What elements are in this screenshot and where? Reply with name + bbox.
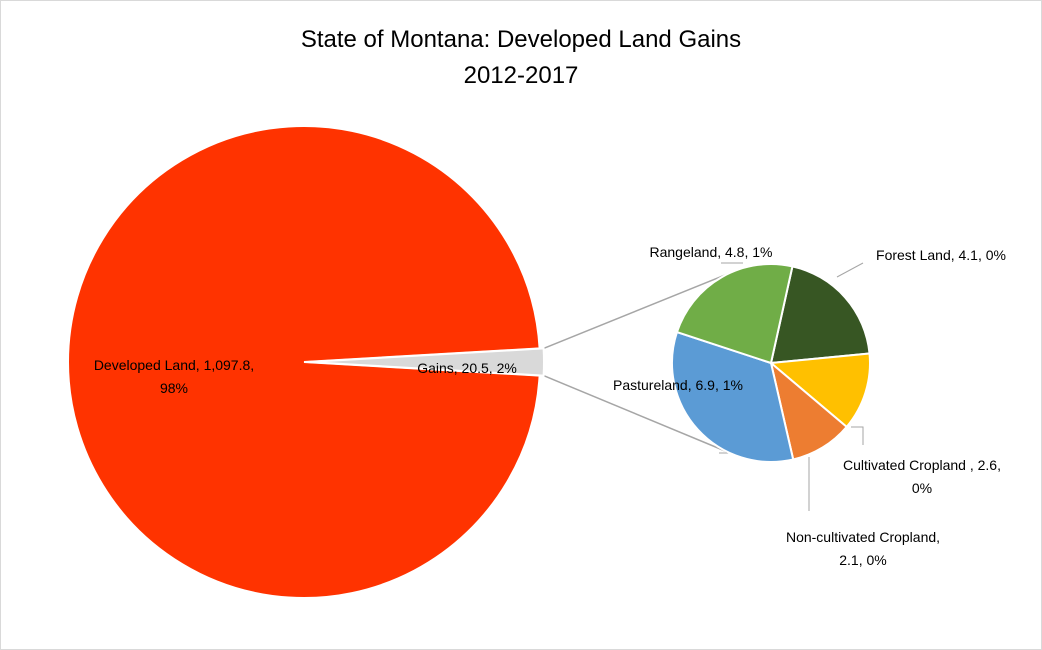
data-label-forest-land: Forest Land, 4.1, 0%: [876, 247, 1006, 263]
slice-rangeland: [675, 263, 794, 365]
data-label-cultivated-cropland: Cultivated Cropland , 2.6, 0%: [843, 457, 1001, 496]
connector-line-top: [543, 268, 741, 350]
slice-forest-land: [769, 265, 871, 365]
slice-developed-land: [67, 125, 541, 599]
data-labels: Developed Land, 1,097.8, 98% Gains, 20.5, …: [94, 244, 1006, 568]
secondary-pie: [671, 263, 871, 463]
data-label-rangeland: Rangeland, 4.8, 1%: [650, 244, 773, 260]
data-label-pastureland: Pastureland, 6.9, 1%: [613, 377, 743, 393]
leader-line-forest-land: [836, 262, 864, 278]
data-label-developed-land: Developed Land, 1,097.8, 98%: [94, 357, 254, 396]
chart-title-line-1: State of Montana: Developed Land Gains: [301, 26, 741, 53]
data-label-gains: Gains, 20.5, 2%: [417, 360, 517, 376]
data-label-non-cultivated-cropland: Non-cultivated Cropland, 2.1, 0%: [786, 529, 940, 568]
connector-lines: [543, 262, 864, 511]
slice-cultivated-cropland: [768, 352, 871, 429]
chart-title-line-2: 2012-2017: [464, 62, 579, 89]
primary-pie: [67, 125, 546, 599]
connector-line-bottom: [543, 374, 728, 453]
slice-gains: [307, 347, 546, 377]
leader-line-cultivated-cropland: [851, 426, 864, 445]
slice-pastureland: [671, 330, 795, 463]
